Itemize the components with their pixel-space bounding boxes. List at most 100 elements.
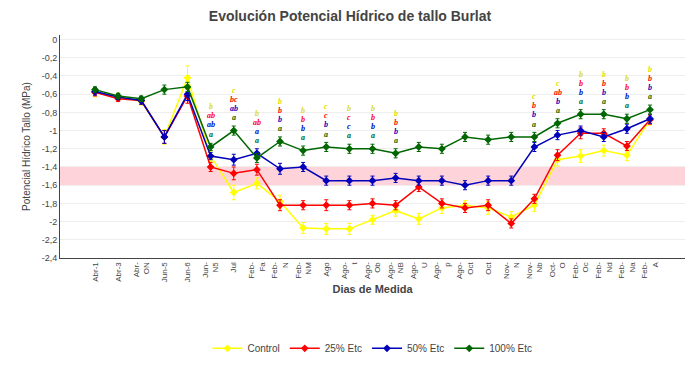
svg-text:Jul: Jul	[229, 262, 238, 272]
svg-text:b: b	[301, 106, 305, 115]
svg-text:Feb-A: Feb-A	[640, 262, 659, 279]
svg-text:Ago-Ob: Ago-Ob	[363, 262, 382, 279]
svg-text:-2,2: -2,2	[42, 235, 58, 245]
svg-text:Ago: Ago	[322, 262, 331, 277]
svg-text:b: b	[209, 102, 213, 111]
svg-text:b: b	[347, 104, 351, 113]
svg-text:b: b	[301, 124, 305, 133]
svg-text:a: a	[347, 131, 351, 140]
svg-text:a: a	[579, 97, 583, 106]
svg-text:b: b	[602, 88, 606, 97]
svg-text:-1,2: -1,2	[42, 144, 58, 154]
svg-text:b: b	[625, 83, 629, 92]
svg-text:a: a	[394, 136, 398, 145]
svg-text:ab: ab	[230, 104, 238, 113]
svg-text:b: b	[602, 79, 606, 88]
svg-text:a: a	[278, 124, 282, 133]
svg-text:a: a	[232, 113, 236, 122]
svg-text:Feb-Na: Feb-Na	[617, 262, 636, 279]
svg-text:-1,6: -1,6	[42, 180, 58, 190]
svg-text:25% Etc: 25% Etc	[325, 343, 362, 354]
svg-text:b: b	[648, 83, 652, 92]
svg-text:Abr-3: Abr-3	[114, 262, 123, 282]
svg-text:Oct: Oct	[484, 261, 493, 274]
svg-text:a: a	[255, 136, 259, 145]
svg-text:b: b	[625, 92, 629, 101]
svg-text:b: b	[648, 65, 652, 74]
svg-text:Ago-NB: Ago-NB	[386, 262, 405, 279]
svg-text:a: a	[602, 97, 606, 106]
svg-text:-0,4: -0,4	[42, 71, 58, 81]
svg-text:b: b	[371, 122, 375, 131]
svg-text:Oct-O: Oct-O	[548, 262, 567, 277]
svg-text:-1,4: -1,4	[42, 162, 58, 172]
svg-text:Ago-t: Ago-t	[340, 261, 359, 279]
svg-text:50% Etc: 50% Etc	[407, 343, 444, 354]
svg-text:b: b	[394, 118, 398, 127]
svg-text:c: c	[232, 86, 236, 95]
svg-text:b: b	[532, 101, 536, 110]
svg-text:Abr-ON: Abr-ON	[132, 262, 151, 277]
svg-text:c: c	[532, 92, 536, 101]
svg-text:Control: Control	[248, 343, 280, 354]
svg-text:-0,2: -0,2	[42, 53, 58, 63]
svg-text:0: 0	[52, 35, 57, 45]
svg-text:Nov-N: Nov-N	[502, 262, 521, 279]
svg-text:Ago-p: Ago-p	[432, 262, 451, 279]
svg-text:a: a	[625, 101, 629, 110]
svg-text:b: b	[556, 97, 560, 106]
svg-text:c: c	[347, 122, 351, 131]
svg-text:c: c	[347, 113, 351, 122]
svg-text:Ago-Oct: Ago-Oct	[455, 261, 474, 279]
svg-text:b: b	[324, 120, 328, 129]
svg-text:Feb-Oc: Feb-Oc	[571, 262, 590, 279]
svg-text:Ago-U: Ago-U	[409, 262, 428, 279]
svg-text:b: b	[301, 115, 305, 124]
svg-text:bc: bc	[230, 95, 238, 104]
svg-text:b: b	[255, 109, 259, 118]
svg-text:ab: ab	[207, 120, 215, 129]
svg-text:Jun-N5: Jun-N5	[201, 262, 220, 278]
svg-text:a: a	[301, 133, 305, 142]
svg-text:Potencial Hídrico Tallo (MPa): Potencial Hídrico Tallo (MPa)	[21, 82, 32, 211]
svg-text:Feb-N: Feb-N	[270, 262, 289, 279]
svg-text:c: c	[324, 111, 328, 120]
svg-text:b: b	[371, 104, 375, 113]
svg-text:Feb-Fa: Feb-Fa	[247, 262, 266, 279]
svg-text:Abr-1: Abr-1	[91, 262, 100, 282]
svg-text:Jun-5: Jun-5	[160, 262, 169, 283]
svg-text:a: a	[371, 131, 375, 140]
svg-text:b: b	[278, 97, 282, 106]
svg-text:c: c	[324, 102, 328, 111]
svg-text:a: a	[324, 130, 328, 139]
svg-text:Feb-NM: Feb-NM	[294, 262, 313, 279]
svg-text:Dias de Medida: Dias de Medida	[332, 283, 413, 295]
svg-text:ab: ab	[253, 118, 261, 127]
svg-text:b: b	[278, 115, 282, 124]
svg-text:b: b	[278, 106, 282, 115]
svg-text:-1,8: -1,8	[42, 199, 58, 209]
svg-text:-0,6: -0,6	[42, 89, 58, 99]
svg-text:Nov-Nb: Nov-Nb	[525, 262, 544, 279]
svg-text:-2: -2	[49, 217, 57, 227]
svg-text:Evolución Potencial Hídrico de: Evolución Potencial Hídrico de tallo Bur…	[209, 8, 492, 24]
svg-text:ab: ab	[554, 88, 562, 97]
svg-text:a: a	[532, 120, 536, 129]
svg-text:b: b	[579, 79, 583, 88]
svg-text:a: a	[255, 127, 259, 136]
svg-text:-0,8: -0,8	[42, 108, 58, 118]
svg-text:-2,4: -2,4	[42, 253, 58, 263]
svg-text:ab: ab	[207, 111, 215, 120]
svg-text:b: b	[394, 127, 398, 136]
svg-text:b: b	[648, 74, 652, 83]
svg-text:a: a	[556, 106, 560, 115]
svg-text:b: b	[579, 70, 583, 79]
svg-text:Jun-6: Jun-6	[183, 262, 192, 283]
svg-text:-1: -1	[49, 126, 57, 136]
svg-text:100% Etc: 100% Etc	[489, 343, 532, 354]
svg-text:b: b	[394, 109, 398, 118]
svg-text:b: b	[532, 110, 536, 119]
svg-text:a: a	[648, 92, 652, 101]
svg-text:b: b	[371, 113, 375, 122]
svg-text:a: a	[209, 130, 213, 139]
